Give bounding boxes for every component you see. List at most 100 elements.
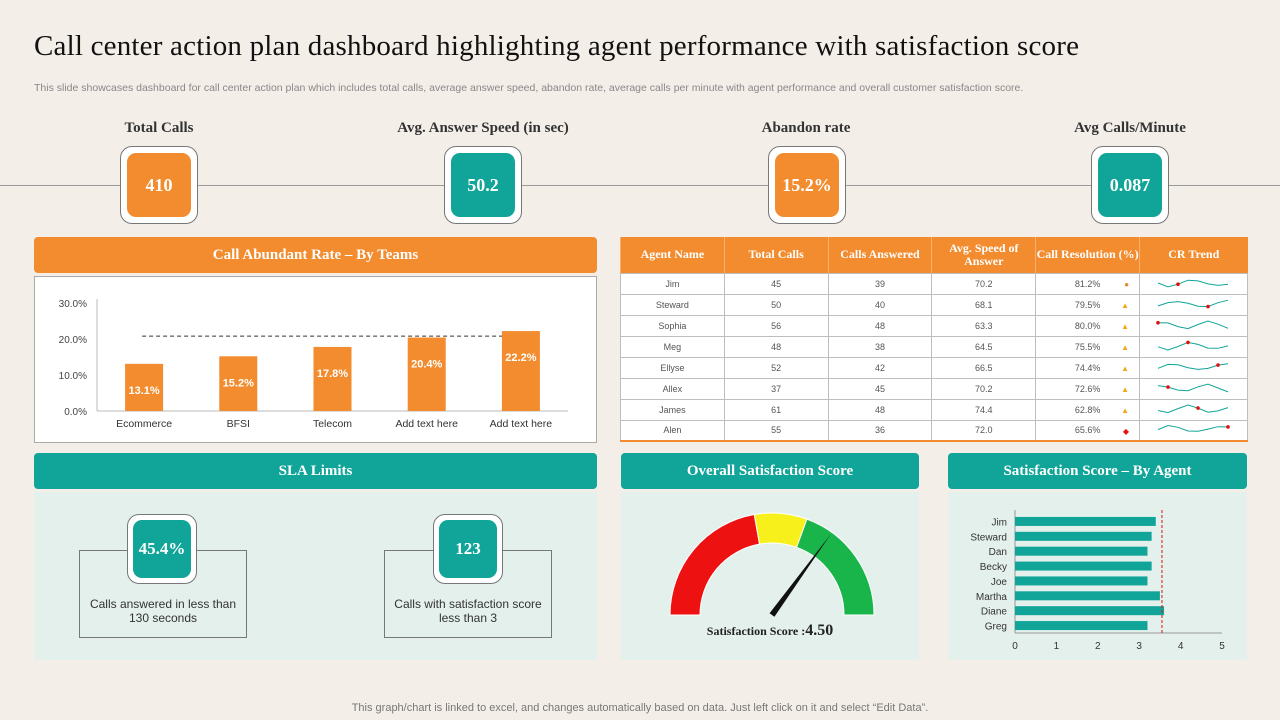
gauge-segment-red bbox=[669, 513, 761, 616]
resolution-value: 74.4% bbox=[1074, 362, 1101, 373]
trend-marker bbox=[1225, 425, 1230, 429]
x-tick-label: Add text here bbox=[490, 418, 553, 430]
cell-answered: 39 bbox=[827, 272, 933, 295]
cell-total: 45 bbox=[723, 272, 829, 295]
y-tick-label: 0.0% bbox=[64, 407, 87, 418]
cell-answered: 36 bbox=[827, 419, 933, 442]
table-row: Meg 48 38 64.5 75.5% ▲ bbox=[620, 335, 1248, 358]
gauge-segment-green bbox=[795, 518, 875, 616]
sla-value-low-score: 123 bbox=[439, 520, 497, 578]
x-tick-label: 0 bbox=[1012, 641, 1018, 652]
bar-value-label: 17.8% bbox=[317, 368, 348, 380]
bar bbox=[1015, 606, 1165, 616]
table-row: Alen 55 36 72.0 65.6% ◆ bbox=[620, 419, 1248, 442]
trend-line bbox=[1157, 425, 1228, 433]
x-tick-label: 4 bbox=[1178, 641, 1184, 652]
header-calls-answered: Calls Answered bbox=[827, 237, 932, 273]
cell-total: 52 bbox=[723, 356, 829, 379]
cell-trend bbox=[1139, 356, 1248, 379]
bar bbox=[1015, 546, 1148, 556]
overall-satisfaction-header: Overall Satisfaction Score bbox=[621, 453, 919, 489]
cell-trend bbox=[1139, 335, 1248, 358]
status-triangle-icon: ▲ bbox=[1121, 363, 1130, 373]
sla-value-answered: 45.4% bbox=[133, 520, 191, 578]
cell-name: Meg bbox=[620, 335, 725, 358]
kpi-label-abandon-rate: Abandon rate bbox=[761, 120, 851, 136]
trend-sparkline bbox=[1157, 362, 1228, 370]
bar bbox=[1015, 561, 1152, 571]
sla-card-answered: 45.4% bbox=[127, 514, 197, 584]
gauge-caption: Satisfaction Score :4.50 bbox=[621, 622, 919, 640]
cell-speed: 68.1 bbox=[931, 293, 1037, 316]
kpi-card-calls-per-minute: 0.087 bbox=[1091, 146, 1169, 224]
y-tick-label: Becky bbox=[980, 562, 1007, 573]
bar-value-label: 15.2% bbox=[223, 377, 254, 389]
y-tick-label: Martha bbox=[976, 592, 1008, 603]
y-tick-label: Jim bbox=[991, 517, 1007, 528]
resolution-value: 75.5% bbox=[1074, 341, 1101, 352]
kpi-label-calls-per-minute: Avg Calls/Minute bbox=[1074, 120, 1186, 136]
cell-name: Ellyse bbox=[620, 356, 725, 379]
trend-sparkline bbox=[1157, 340, 1228, 351]
sla-desc-answered: Calls answered in less than 130 seconds bbox=[89, 597, 237, 625]
kpi-label-answer-speed: Avg. Answer Speed (in sec) bbox=[397, 120, 569, 136]
bar-value-label: 13.1% bbox=[128, 385, 159, 397]
trend-marker bbox=[1215, 362, 1220, 367]
kpi-card-total-calls: 410 bbox=[120, 146, 198, 224]
x-tick-label: Add text here bbox=[395, 418, 458, 430]
abandon-rate-panel: 0.0% 10.0% 20.0% 30.0% 13.1% Ecommerce 15.2% BF… bbox=[34, 276, 597, 443]
cell-name: Steward bbox=[620, 293, 725, 316]
bar-value-label: 20.4% bbox=[411, 359, 442, 371]
x-tick-label: Ecommerce bbox=[116, 418, 172, 430]
satisfaction-gauge bbox=[669, 512, 875, 617]
table-row: Allex 37 45 70.2 72.6% ▲ bbox=[620, 377, 1248, 400]
x-tick-label: BFSI bbox=[227, 418, 250, 430]
cell-answered: 42 bbox=[827, 356, 933, 379]
kpi-value-total-calls: 410 bbox=[127, 153, 191, 217]
cell-resolution: 80.0% ▲ bbox=[1035, 314, 1141, 337]
table-row: Steward 50 40 68.1 79.5% ▲ bbox=[620, 293, 1248, 316]
cell-name: Allex bbox=[620, 377, 725, 400]
cell-answered: 38 bbox=[827, 335, 933, 358]
y-tick-label: Greg bbox=[985, 622, 1007, 633]
cell-resolution: 79.5% ▲ bbox=[1035, 293, 1141, 316]
status-triangle-icon: ▲ bbox=[1121, 321, 1130, 331]
sla-header: SLA Limits bbox=[34, 453, 597, 489]
kpi-card-answer-speed: 50.2 bbox=[444, 146, 522, 224]
table-header-row: Agent Name Total Calls Calls Answered Av… bbox=[620, 237, 1248, 273]
trend-sparkline bbox=[1157, 425, 1230, 433]
cell-resolution: 72.6% ▲ bbox=[1035, 377, 1141, 400]
cell-resolution: 81.2% ● bbox=[1035, 272, 1141, 295]
bar bbox=[313, 346, 352, 411]
sla-card-low-score: 123 bbox=[433, 514, 503, 584]
bar bbox=[219, 356, 258, 411]
cell-speed: 63.3 bbox=[931, 314, 1037, 337]
trend-marker bbox=[1195, 405, 1200, 410]
resolution-value: 79.5% bbox=[1074, 299, 1101, 310]
status-triangle-icon: ▲ bbox=[1121, 300, 1130, 310]
kpi-value-answer-speed: 50.2 bbox=[451, 153, 515, 217]
y-tick-label: 20.0% bbox=[59, 335, 87, 346]
status-triangle-icon: ▲ bbox=[1121, 384, 1130, 394]
x-tick-label: 3 bbox=[1136, 641, 1142, 652]
cell-trend bbox=[1139, 314, 1248, 337]
bar-value-label: 22.2% bbox=[505, 352, 536, 364]
cell-trend bbox=[1139, 272, 1248, 295]
kpi-card-abandon-rate: 15.2% bbox=[768, 146, 846, 224]
header-cr-trend: CR Trend bbox=[1139, 237, 1248, 273]
resolution-value: 62.8% bbox=[1074, 404, 1101, 415]
bar bbox=[1015, 591, 1160, 601]
table-row: Jim 45 39 70.2 81.2% ● bbox=[620, 272, 1248, 295]
y-tick-label: Diane bbox=[981, 607, 1008, 618]
agent-satisfaction-chart: 0 1 2 3 4 5 Jim Steward Dan Becky Joe Martha Diane Gr… bbox=[970, 510, 1225, 652]
bar bbox=[1015, 531, 1152, 541]
trend-marker bbox=[1185, 340, 1190, 344]
x-tick-label: 2 bbox=[1095, 641, 1101, 652]
cell-speed: 72.0 bbox=[931, 419, 1037, 442]
footer-note: This graph/chart is linked to excel, and… bbox=[351, 702, 929, 714]
trend-marker bbox=[1165, 384, 1170, 389]
cell-name: Jim bbox=[620, 272, 725, 295]
cell-speed: 70.2 bbox=[931, 377, 1037, 400]
page-subtitle: This slide showcases dashboard for call … bbox=[34, 82, 1024, 94]
status-circle-icon: ● bbox=[1124, 279, 1130, 289]
